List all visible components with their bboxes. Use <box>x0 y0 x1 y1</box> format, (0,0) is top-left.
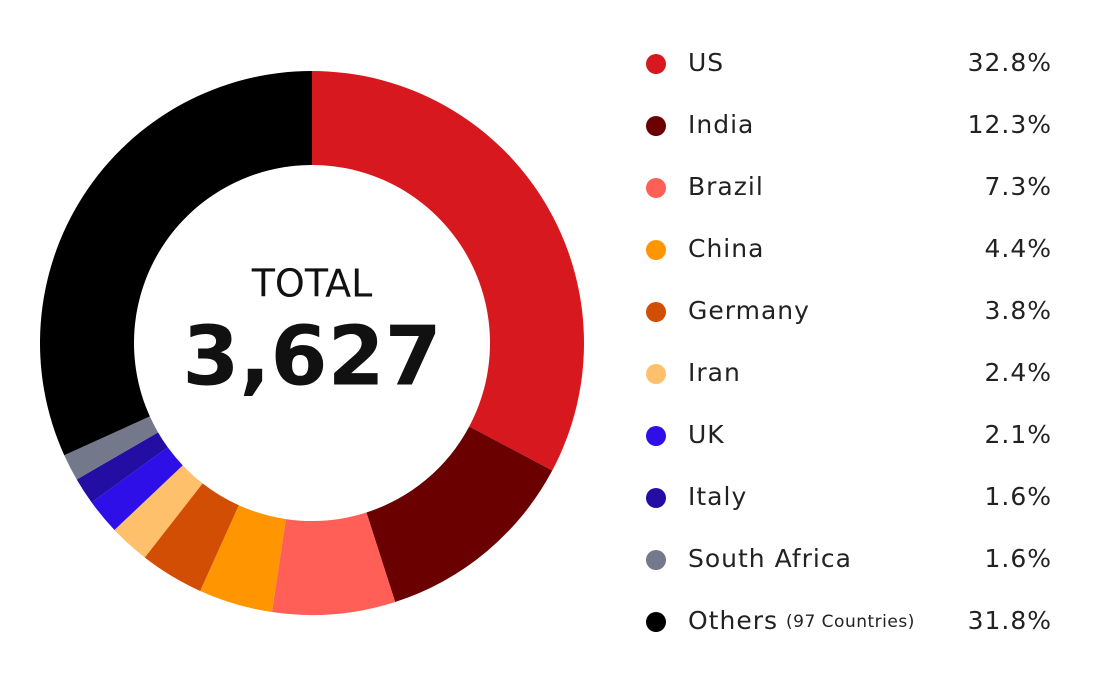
donut-slice <box>366 426 553 602</box>
legend-value: 2.4% <box>984 358 1052 387</box>
legend-label: US <box>688 48 724 77</box>
total-title: TOTAL <box>251 262 373 306</box>
legend-marker <box>646 488 666 508</box>
donut-slice <box>64 416 159 480</box>
legend-marker <box>646 426 666 446</box>
legend-label: Iran <box>688 358 741 387</box>
legend-marker <box>646 116 666 136</box>
legend-label: Others (97 Countries) <box>688 606 915 635</box>
legend-value: 4.4% <box>984 234 1052 263</box>
donut-slice <box>76 432 168 503</box>
donut-slice <box>91 447 183 530</box>
donut-slice <box>200 505 286 613</box>
legend-value: 1.6% <box>984 544 1052 573</box>
legend-marker <box>646 364 666 384</box>
legend-label: China <box>688 234 764 263</box>
legend-marker <box>646 178 666 198</box>
legend-value: 1.6% <box>984 482 1052 511</box>
total-value: 3,627 <box>182 309 441 404</box>
legend-value: 3.8% <box>984 296 1052 325</box>
legend-marker <box>646 550 666 570</box>
legend-value: 32.8% <box>968 48 1052 77</box>
legend-label: Italy <box>688 482 747 511</box>
donut-slice <box>39 71 312 456</box>
legend-value: 7.3% <box>984 172 1052 201</box>
legend-marker <box>646 240 666 260</box>
legend-marker <box>646 612 666 632</box>
donut-slice <box>114 465 203 558</box>
legend-label: India <box>688 110 754 139</box>
legend-label: Germany <box>688 296 810 325</box>
legend-value: 31.8% <box>968 606 1052 635</box>
legend-note: (97 Countries) <box>786 612 915 632</box>
donut-slice <box>272 512 396 615</box>
legend-value: 12.3% <box>968 110 1052 139</box>
donut-slice <box>144 483 239 591</box>
legend-value: 2.1% <box>984 420 1052 449</box>
legend-marker <box>646 302 666 322</box>
legend-label: Brazil <box>688 172 764 201</box>
donut-slice <box>312 71 584 471</box>
legend-label: South Africa <box>688 544 852 573</box>
legend-label: UK <box>688 420 725 449</box>
legend-marker <box>646 54 666 74</box>
